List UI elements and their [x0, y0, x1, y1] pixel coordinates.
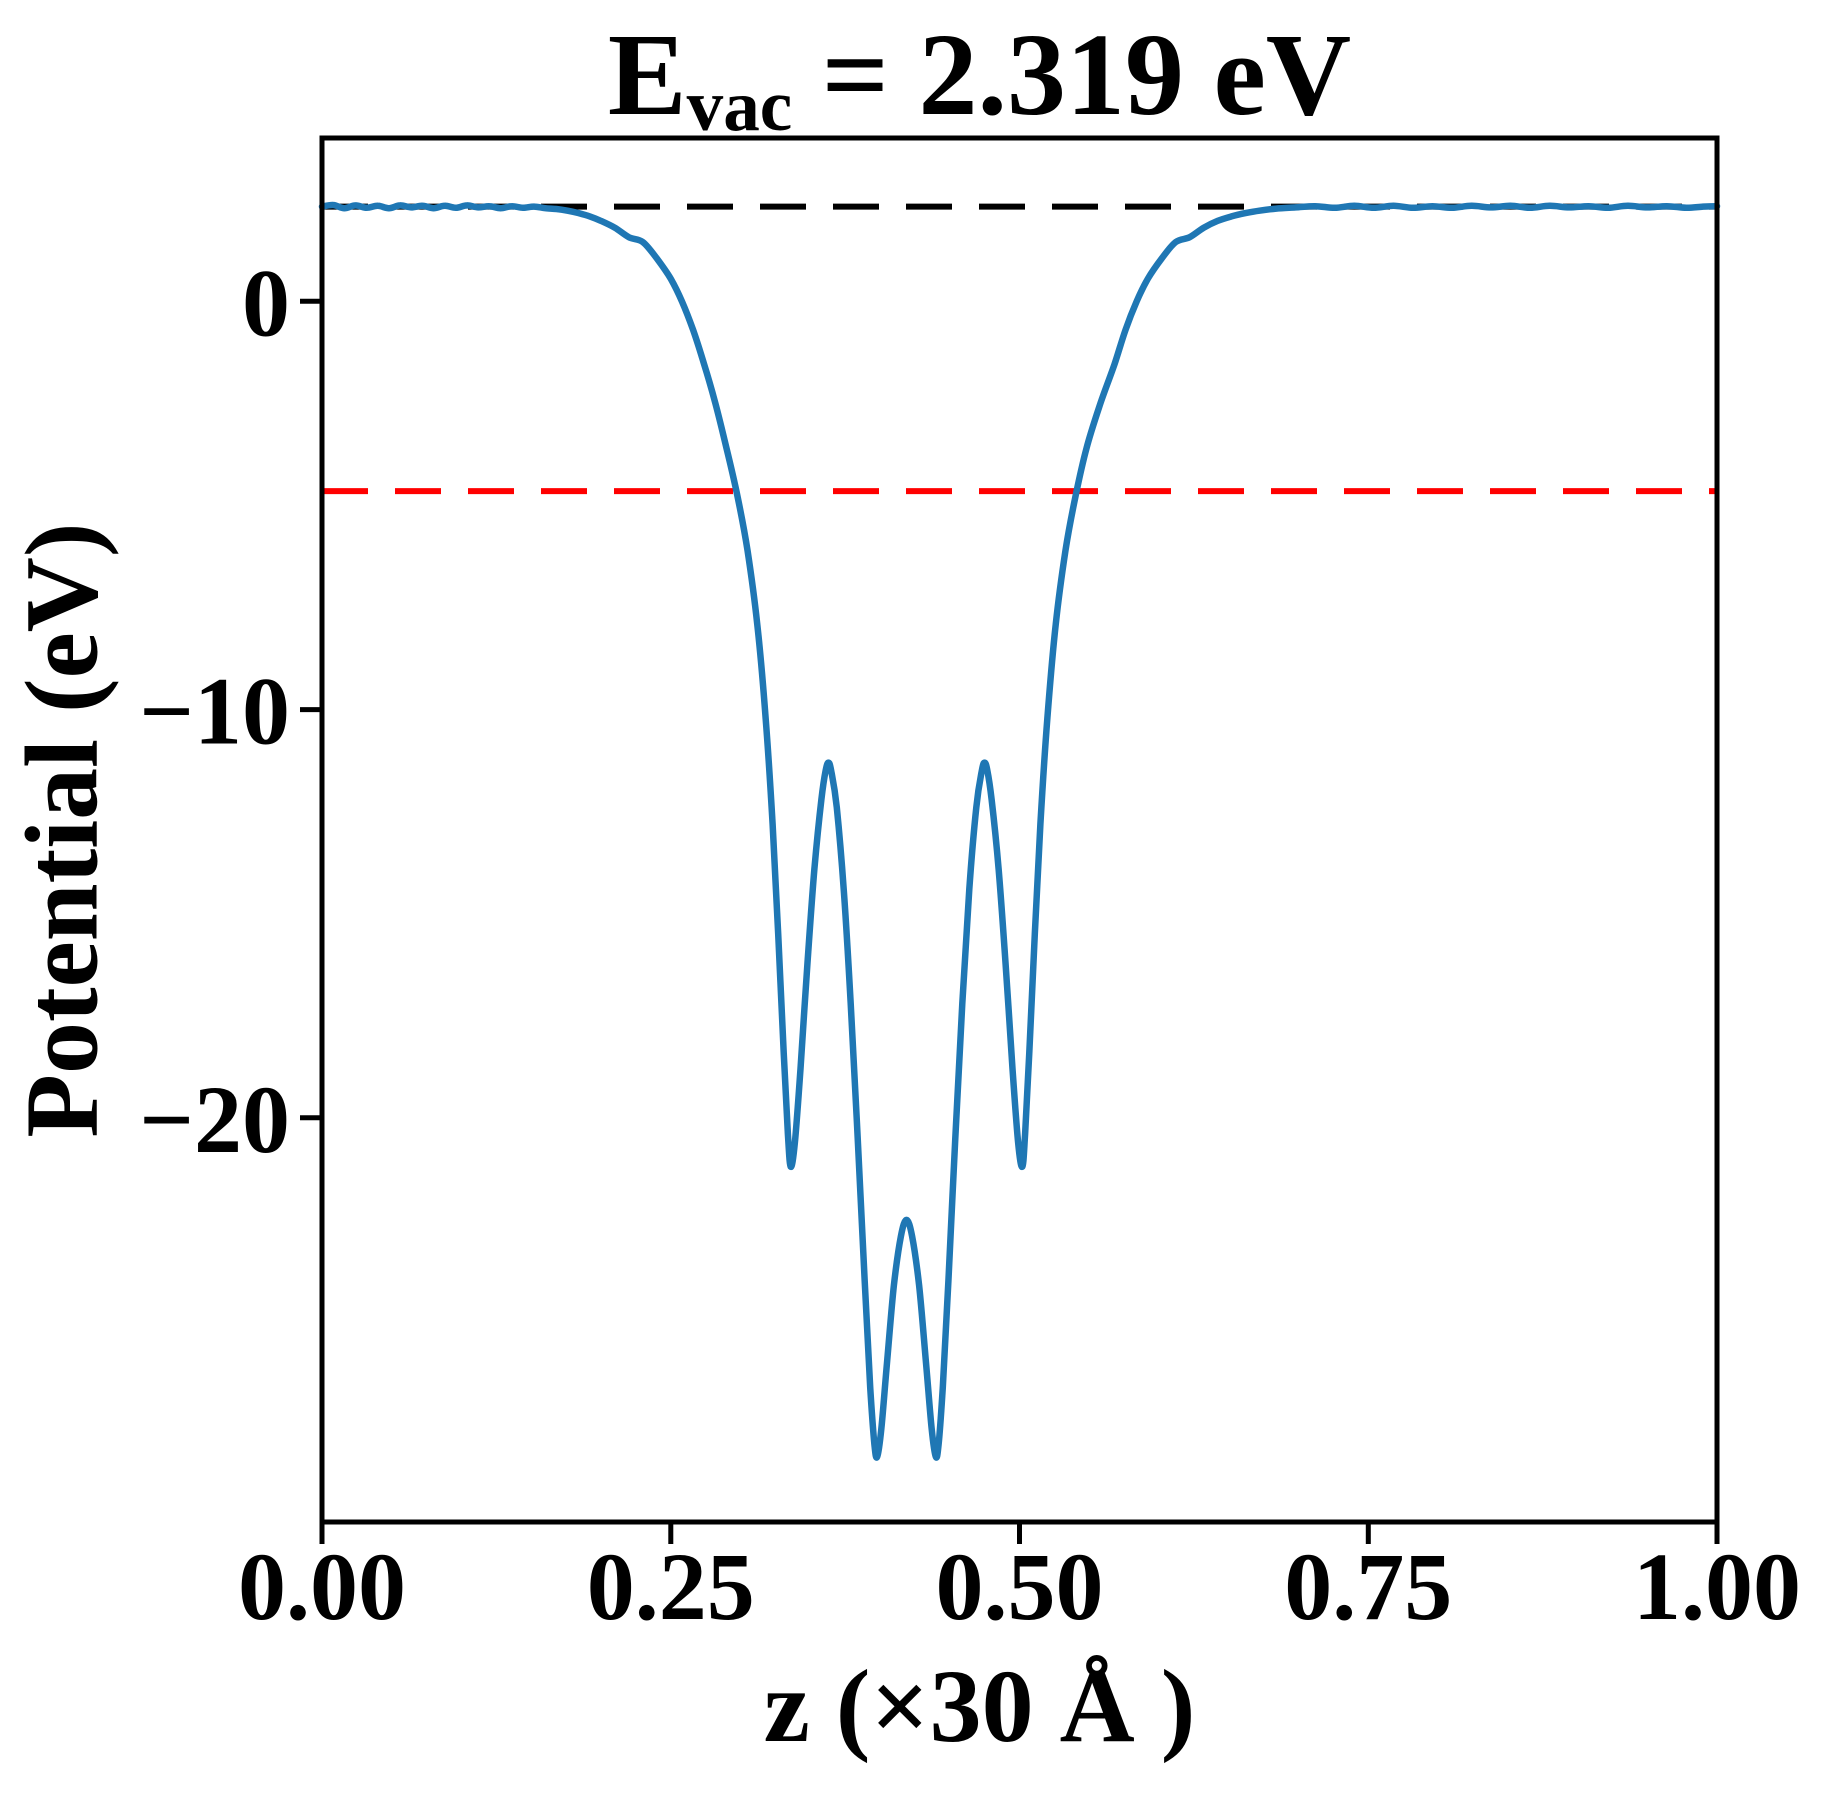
- chart-title: Evac = 2.319 eV: [282, 0, 1677, 150]
- planar-averaged-potential: [318, 201, 1721, 1461]
- title-value: = 2.319 eV: [792, 9, 1352, 140]
- y-tick-label: −10: [139, 658, 290, 765]
- x-tick-label: 0.75: [1284, 1533, 1452, 1640]
- title-subscript: vac: [686, 65, 793, 147]
- x-tick-label: 0.00: [238, 1533, 406, 1640]
- x-tick-label: 0.50: [936, 1533, 1104, 1640]
- x-tick-label: 0.25: [587, 1533, 755, 1640]
- y-axis-label: Potential (eV): [4, 522, 120, 1138]
- y-tick-label: 0: [242, 249, 290, 356]
- title-symbol: E: [607, 9, 687, 140]
- x-axis-label: z (×30 Å ): [763, 1649, 1196, 1764]
- axes-frame: [319, 135, 1720, 1525]
- x-tick-label: 1.00: [1633, 1533, 1801, 1640]
- y-tick-label: −20: [139, 1066, 290, 1173]
